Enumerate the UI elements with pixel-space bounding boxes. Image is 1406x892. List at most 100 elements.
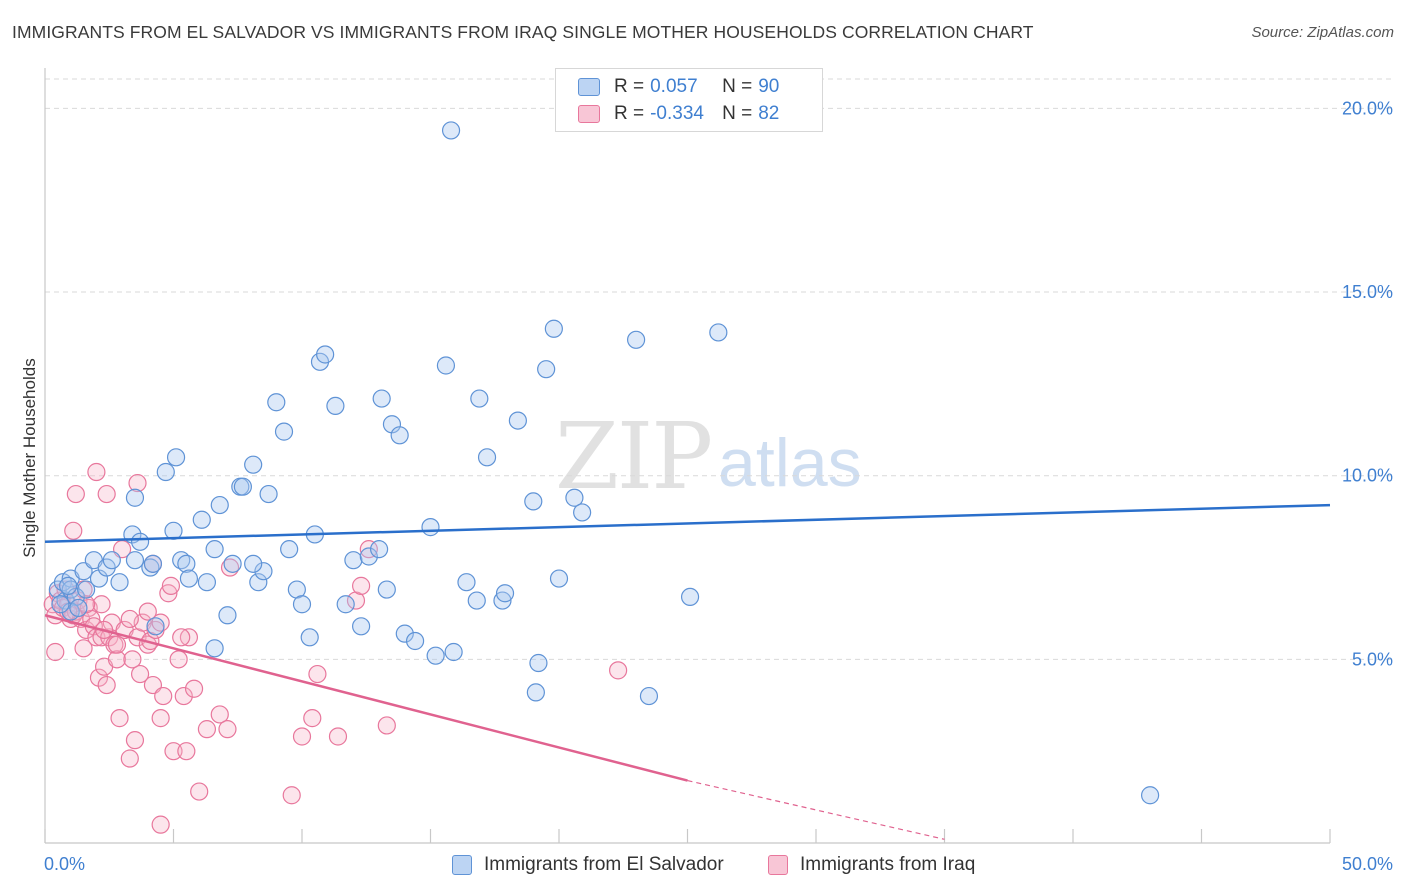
r-value: -0.334 (650, 103, 704, 124)
data-point-iraq (377, 716, 396, 735)
r-value: 0.057 (650, 76, 698, 97)
data-point-iraq (97, 484, 116, 504)
data-point-el-salvador (436, 356, 456, 375)
x-tick-label: 0.0% (44, 854, 85, 874)
data-point-el-salvador (529, 653, 548, 673)
data-point-el-salvador (179, 569, 199, 588)
tick-labels: 5.0% 10.0% 15.0% 20.0% 0.0% 50.0% (44, 98, 1393, 874)
data-point-iraq (218, 720, 237, 739)
data-point-iraq (292, 727, 312, 746)
data-point-el-salvador (59, 576, 78, 595)
data-point-el-salvador (395, 624, 414, 643)
data-point-el-salvador (51, 595, 70, 614)
data-point-el-salvador (405, 631, 425, 651)
data-point-el-salvador (274, 422, 294, 441)
data-point-iraq (107, 635, 127, 654)
n-value: 82 (758, 103, 780, 124)
legend-swatch-pink (578, 105, 600, 123)
legend-label: Immigrants from El Salvador (484, 854, 724, 875)
data-point-iraq (174, 686, 193, 706)
data-point-el-salvador (336, 595, 355, 614)
data-point-el-salvador (292, 595, 312, 614)
data-point-el-salvador (626, 330, 646, 349)
data-point-el-salvador (680, 587, 700, 607)
data-point-el-salvador (477, 448, 497, 467)
data-point-el-salvador (565, 488, 584, 507)
data-point-iraq (161, 576, 181, 595)
data-point-iraq (125, 731, 145, 750)
data-point-el-salvador (125, 551, 145, 570)
data-point-el-salvador (493, 591, 512, 610)
data-point-el-salvador (300, 628, 319, 647)
data-point-iraq (184, 679, 204, 698)
data-point-iraq (128, 473, 147, 493)
data-point-iraq (123, 650, 142, 669)
data-point-iraq (609, 661, 628, 680)
data-point-iraq (154, 686, 173, 706)
y-tick-label: 5.0% (1352, 649, 1393, 669)
source-credit: Source: ZipAtlas.com (1251, 24, 1394, 41)
axes (44, 68, 1331, 844)
legend-swatch-blue (452, 855, 472, 875)
data-point-iraq (89, 668, 109, 687)
data-point-el-salvador (110, 573, 129, 592)
trend-line-iraq-extension (687, 779, 945, 840)
watermark: ZIP atlas (555, 403, 862, 510)
data-point-el-salvador (143, 554, 163, 573)
n-label: N = (722, 76, 753, 97)
legend-item-el-salvador: Immigrants from El Salvador (452, 851, 724, 879)
data-point-el-salvador (254, 562, 273, 581)
data-point-el-salvador (524, 492, 543, 511)
data-point-el-salvador (316, 345, 335, 364)
trend-lines (44, 503, 1331, 840)
data-point-el-salvador (444, 642, 463, 662)
data-point-iraq (164, 742, 183, 761)
watermark-atlas: atlas (718, 425, 862, 501)
legend-label: Immigrants from Iraq (800, 854, 976, 875)
x-tick-label: 50.0% (1342, 854, 1393, 874)
chart-title: IMMIGRANTS FROM EL SALVADOR VS IMMIGRANT… (12, 22, 1034, 42)
data-point-el-salvador (218, 606, 237, 625)
data-point-iraq (107, 650, 127, 669)
data-point-el-salvador (441, 121, 461, 140)
data-point-el-salvador (508, 411, 527, 430)
data-point-el-salvador (537, 360, 556, 379)
data-point-iraq (138, 602, 157, 621)
data-point-el-salvador (166, 448, 186, 467)
data-point-iraq (328, 727, 348, 746)
data-point-el-salvador (370, 540, 389, 559)
data-point-el-salvador (544, 319, 563, 338)
data-point-el-salvador (372, 389, 391, 408)
data-point-iraq (177, 742, 196, 761)
data-point-iraq (352, 576, 371, 595)
data-point-iraq (120, 749, 139, 768)
data-point-el-salvador (259, 484, 278, 504)
data-point-iraq (190, 782, 209, 801)
y-tick-label: 10.0% (1342, 466, 1393, 486)
data-point-el-salvador (156, 462, 175, 482)
data-point-el-salvador (146, 617, 165, 636)
data-point-el-salvador (470, 389, 489, 408)
data-point-iraq (172, 628, 191, 647)
data-point-el-salvador (125, 488, 145, 507)
data-point-el-salvador (267, 393, 286, 412)
data-point-iraq (308, 664, 327, 684)
data-point-el-salvador (467, 591, 486, 610)
data-point-iraq (87, 462, 106, 482)
data-point-iraq (97, 675, 116, 695)
data-point-el-salvador (244, 455, 263, 474)
data-point-iraq (159, 584, 178, 603)
legend-row-iraq: R = -0.334 N = 82 (578, 101, 779, 127)
data-point-iraq (210, 705, 229, 724)
data-point-el-salvador (177, 554, 196, 573)
data-point-iraq (169, 650, 188, 669)
y-tick-label: 15.0% (1342, 282, 1393, 302)
data-point-el-salvador (130, 532, 150, 551)
data-point-el-salvador (249, 573, 268, 592)
data-point-iraq (359, 540, 378, 559)
trend-line-el-salvador (44, 503, 1331, 544)
data-point-iraq (120, 609, 139, 629)
series-iraq (43, 462, 628, 834)
data-point-iraq (151, 815, 170, 834)
r-label: R = (614, 103, 645, 124)
